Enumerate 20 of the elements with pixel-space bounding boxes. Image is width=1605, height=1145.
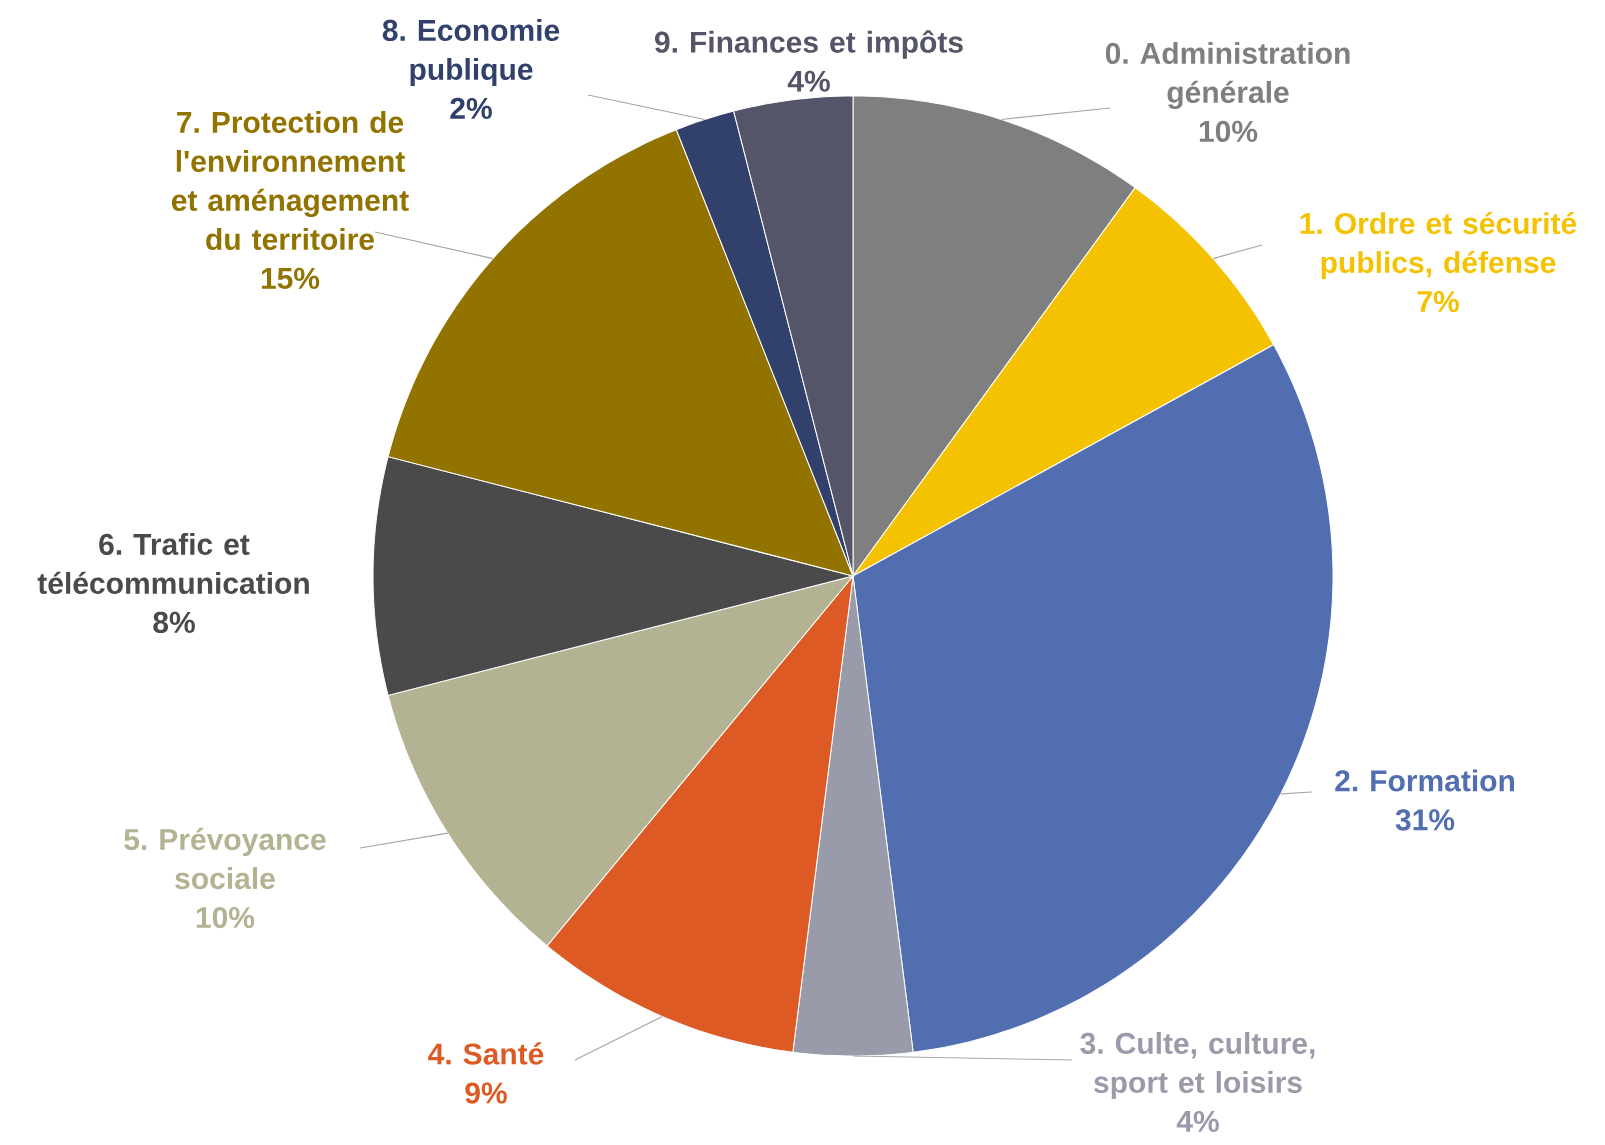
data-label: 4% bbox=[787, 70, 830, 92]
data-label: 2% bbox=[450, 97, 492, 119]
data-label: 4% bbox=[1176, 1110, 1219, 1132]
data-label: 10% bbox=[196, 906, 255, 929]
data-label: 10% bbox=[1199, 120, 1258, 142]
data-label: 31% bbox=[1395, 809, 1455, 831]
slice-label: 2. Formation bbox=[1335, 769, 1514, 792]
slice-label: 7. Protection de l'environnement et aménagement du territoire bbox=[171, 110, 409, 250]
slice-label: 6. Trafic et télécommunication bbox=[37, 532, 309, 594]
slice-label: 8. Economie publique bbox=[382, 19, 560, 86]
slice-label: 9. Finances et impôts bbox=[655, 30, 963, 59]
slice-label: 5. Prévoyance sociale bbox=[124, 827, 326, 890]
data-label: 8% bbox=[153, 611, 195, 633]
slice-label: 4. Santé bbox=[428, 1042, 544, 1065]
data-label: 7% bbox=[1417, 291, 1459, 313]
slice-label: 0. Administration générale bbox=[1105, 41, 1350, 110]
slice-label: 3. Culte, culture, sport et loisirs bbox=[1080, 1032, 1315, 1099]
slice-label: 1. Ordre et sécurité publics, défense bbox=[1300, 211, 1577, 280]
data-label: 9% bbox=[465, 1082, 507, 1104]
data-label: 15% bbox=[261, 267, 320, 289]
